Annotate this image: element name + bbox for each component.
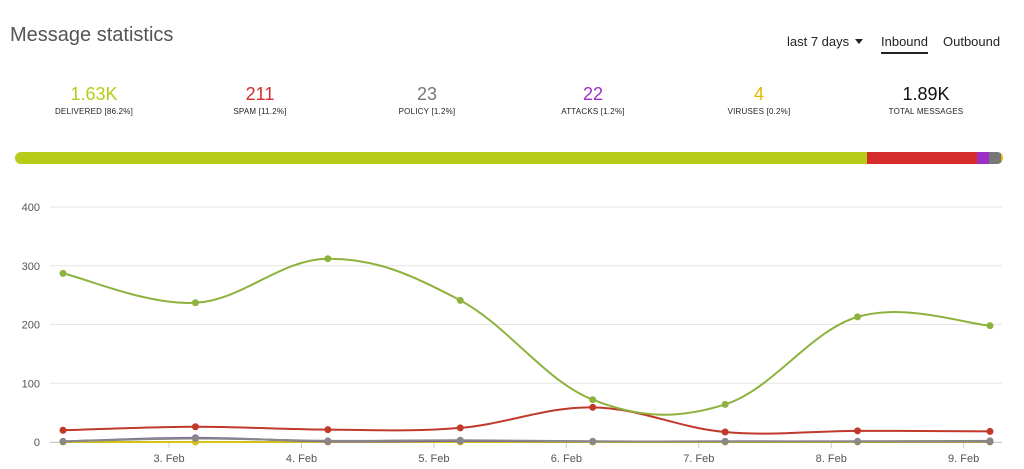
data-point-delivered [721, 400, 729, 408]
y-tick-label: 100 [22, 378, 40, 390]
data-point-delivered [456, 296, 464, 304]
y-tick-label: 0 [34, 437, 40, 449]
stat-attacks[interactable]: 22 ATTACKS [1.2%] [523, 84, 663, 116]
data-point-spam [986, 427, 994, 435]
stat-value: 1.63K [70, 84, 118, 104]
data-point-policy [324, 437, 332, 445]
stat-policy[interactable]: 23 POLICY [1.2%] [357, 84, 497, 116]
tab-inbound[interactable]: Inbound [881, 34, 928, 54]
data-point-policy [456, 436, 464, 444]
message-line-chart: 0 100 200 300 400 3. Feb 4. Feb 5. Feb 6. Feb 7. … [22, 202, 1002, 465]
x-tick-label: 7. Feb [683, 453, 714, 465]
y-tick-label: 200 [22, 320, 40, 332]
data-point-policy [589, 437, 597, 445]
data-point-policy [854, 437, 862, 445]
distribution-segment-policy [989, 152, 1001, 164]
data-point-policy [721, 437, 729, 445]
tab-outbound[interactable]: Outbound [943, 34, 1001, 49]
page-title: Message statistics [10, 24, 174, 46]
stat-label: ATTACKS [1.2%] [561, 107, 625, 116]
stat-label: TOTAL MESSAGES [888, 107, 964, 116]
stat-value: 22 [582, 84, 604, 104]
data-point-delivered [324, 255, 332, 263]
data-point-spam [589, 403, 597, 411]
series-line-delivered [62, 257, 991, 416]
data-point-delivered [854, 313, 862, 321]
stat-viruses[interactable]: 4 VIRUSES [0.2%] [689, 84, 829, 116]
data-point-policy [59, 437, 67, 445]
y-tick-label: 300 [22, 261, 40, 273]
x-tick-label: 8. Feb [816, 453, 847, 465]
data-point-spam [324, 426, 332, 434]
distribution-segment-attacks [977, 152, 990, 164]
distribution-segment-spam [866, 152, 978, 164]
data-point-delivered [589, 396, 597, 404]
stat-label: DELIVERED [86.2%] [54, 107, 134, 116]
data-point-delivered [191, 299, 199, 307]
data-point-spam [721, 428, 729, 436]
stat-label: POLICY [1.2%] [398, 107, 456, 116]
date-range-label: last 7 days [787, 34, 850, 49]
date-range-dropdown[interactable]: last 7 days [787, 34, 864, 49]
x-tick-label: 6. Feb [551, 453, 582, 465]
stat-value: 4 [753, 84, 764, 104]
data-point-policy [191, 434, 199, 442]
distribution-segment-delivered [15, 152, 867, 164]
x-tick-label: 9. Feb [948, 453, 979, 465]
data-point-delivered [986, 322, 994, 330]
data-point-spam [191, 423, 199, 431]
x-tick-label: 5. Feb [418, 453, 449, 465]
data-point-delivered [59, 269, 67, 277]
series-line-policy [62, 437, 991, 443]
stat-label: SPAM [11.2%] [233, 107, 287, 116]
stat-value: 211 [245, 84, 275, 104]
distribution-bar [15, 152, 1003, 164]
data-point-spam [854, 427, 862, 435]
header: Message statistics last 7 days Inbound O… [10, 24, 1014, 54]
stat-total: 1.89K TOTAL MESSAGES [856, 84, 996, 116]
stat-delivered[interactable]: 1.63K DELIVERED [86.2%] [24, 84, 164, 116]
caret-down-icon [855, 39, 864, 45]
stat-spam[interactable]: 211 SPAM [11.2%] [190, 84, 330, 116]
distribution-segment-viruses [1000, 152, 1003, 164]
stats-summary: 1.63K DELIVERED [86.2%] 211 SPAM [11.2%]… [0, 84, 1024, 124]
stat-value: 1.89K [902, 84, 950, 104]
data-point-spam [59, 426, 67, 434]
x-tick-label: 3. Feb [153, 453, 184, 465]
series-line-spam [62, 406, 991, 435]
stat-value: 23 [416, 84, 438, 104]
x-tick-label: 4. Feb [286, 453, 317, 465]
stat-label: VIRUSES [0.2%] [727, 107, 791, 116]
data-point-spam [456, 424, 464, 432]
data-point-policy [986, 437, 994, 445]
y-tick-label: 400 [22, 202, 40, 214]
